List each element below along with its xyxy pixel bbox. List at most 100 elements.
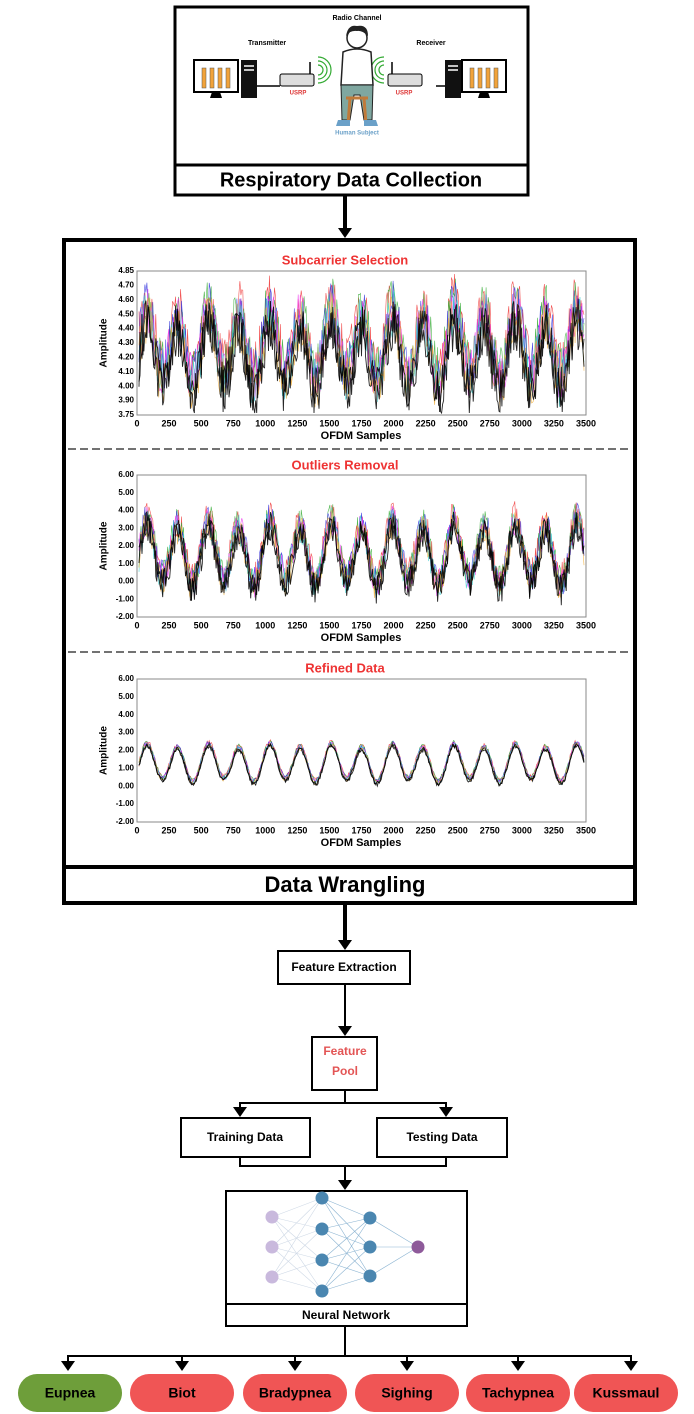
x-tick-label: 1500 xyxy=(319,418,339,428)
x-tick-label: 2750 xyxy=(480,825,500,835)
x-tick-label: 3250 xyxy=(544,418,564,428)
class-pill xyxy=(130,1374,234,1412)
training-box xyxy=(180,1117,311,1158)
signal-wave xyxy=(378,64,385,76)
x-tick-label: 750 xyxy=(226,620,241,630)
nn-edge xyxy=(271,1246,323,1261)
x-tick-label: 500 xyxy=(194,418,209,428)
testing-box xyxy=(376,1117,508,1158)
hair xyxy=(346,25,368,36)
class-pill xyxy=(574,1374,678,1412)
monitor-bar xyxy=(217,67,223,89)
x-tick-label: 3000 xyxy=(512,620,532,630)
monitor-bar xyxy=(469,67,475,89)
nn-node xyxy=(265,1270,279,1284)
x-tick-label: 1250 xyxy=(287,620,307,630)
x-tick-label: 250 xyxy=(162,620,177,630)
training-label: Training Data xyxy=(207,1130,283,1144)
nn-edge xyxy=(321,1275,371,1292)
signal-trace xyxy=(138,298,585,413)
y-tick-label: 4.60 xyxy=(118,295,134,304)
x-tick-label: 1750 xyxy=(351,620,371,630)
y-tick-label: -2.00 xyxy=(116,612,135,621)
y-tick-label: 6.00 xyxy=(118,470,134,479)
x-tick-label: 2250 xyxy=(416,418,436,428)
arrow-head xyxy=(511,1361,525,1371)
transmitter-label: Transmitter xyxy=(248,40,286,47)
nn-node xyxy=(315,1253,329,1267)
arrow-head xyxy=(439,1107,453,1117)
nn-node xyxy=(265,1240,279,1254)
monitor-stand xyxy=(210,92,222,98)
nn-edge xyxy=(321,1217,371,1292)
arrow-head xyxy=(61,1361,75,1371)
y-tick-label: 1.00 xyxy=(118,763,134,772)
arrow-head xyxy=(175,1361,189,1371)
nn-edge xyxy=(271,1246,323,1292)
class-pill xyxy=(466,1374,570,1412)
nn-label: Neural Network xyxy=(302,1308,390,1322)
signal-wave xyxy=(374,60,385,80)
nn-edge xyxy=(369,1217,419,1248)
feature-pool-label: Feature xyxy=(323,1044,367,1058)
router xyxy=(279,73,315,87)
class-pill xyxy=(18,1374,122,1412)
class-label: Kussmaul xyxy=(593,1385,660,1401)
collection-caption: Respiratory Data Collection xyxy=(220,169,482,191)
x-tick-label: 750 xyxy=(226,825,241,835)
plot-title: Refined Data xyxy=(305,660,385,675)
monitor-bar xyxy=(493,67,499,89)
y-tick-label: -1.00 xyxy=(116,799,135,808)
y-tick-label: 4.85 xyxy=(118,266,134,275)
feature-extraction-box xyxy=(277,950,411,985)
y-tick-label: 3.75 xyxy=(118,410,134,419)
x-tick-label: 3250 xyxy=(544,825,564,835)
plot-title: Subcarrier Selection xyxy=(282,252,408,267)
y-tick-label: 4.70 xyxy=(118,281,134,290)
y-tick-label: 5.00 xyxy=(118,488,134,497)
y-tick-label: 4.40 xyxy=(118,324,134,333)
nn-node xyxy=(363,1211,377,1225)
nn-edge xyxy=(321,1228,371,1248)
x-tick-label: 0 xyxy=(134,418,139,428)
testing-label: Testing Data xyxy=(406,1130,477,1144)
class-pill xyxy=(243,1374,347,1412)
y-tick-label: 4.30 xyxy=(118,338,134,347)
x-tick-label: 1000 xyxy=(255,825,275,835)
y-tick-label: -1.00 xyxy=(116,594,135,603)
class-label: Bradypnea xyxy=(259,1385,332,1401)
nn-edge xyxy=(271,1197,323,1218)
x-tick-label: 0 xyxy=(134,825,139,835)
x-tick-label: 2250 xyxy=(416,825,436,835)
nn-node xyxy=(411,1240,425,1254)
arrow-head xyxy=(233,1107,247,1117)
monitor-bar xyxy=(225,67,231,89)
torso xyxy=(340,48,374,86)
nn-edge xyxy=(321,1217,371,1261)
y-tick-label: 4.20 xyxy=(118,353,134,362)
y-axis-label: Amplitude xyxy=(99,726,110,775)
signal-trace xyxy=(138,741,585,787)
wrangling-caption: Data Wrangling xyxy=(265,872,426,897)
x-tick-label: 3000 xyxy=(512,825,532,835)
nn-edge xyxy=(321,1197,371,1248)
signal-trace xyxy=(138,743,585,788)
class-label: Biot xyxy=(168,1385,196,1401)
nn-edge xyxy=(321,1197,371,1277)
shoes xyxy=(336,120,378,126)
nn-edge xyxy=(271,1216,323,1292)
y-tick-label: 2.00 xyxy=(118,541,134,550)
x-tick-label: 1000 xyxy=(255,620,275,630)
arrow-head xyxy=(624,1361,638,1371)
y-tick-label: 0.00 xyxy=(118,781,134,790)
nn-edge xyxy=(271,1216,323,1230)
monitor xyxy=(461,59,507,93)
signal-wave xyxy=(317,64,324,76)
y-axis-label: Amplitude xyxy=(99,521,110,570)
x-tick-label: 2750 xyxy=(480,418,500,428)
y-axis-label: Amplitude xyxy=(99,318,110,367)
nn-edge xyxy=(321,1228,371,1277)
signal-wave xyxy=(317,56,332,84)
nn-node xyxy=(363,1269,377,1283)
